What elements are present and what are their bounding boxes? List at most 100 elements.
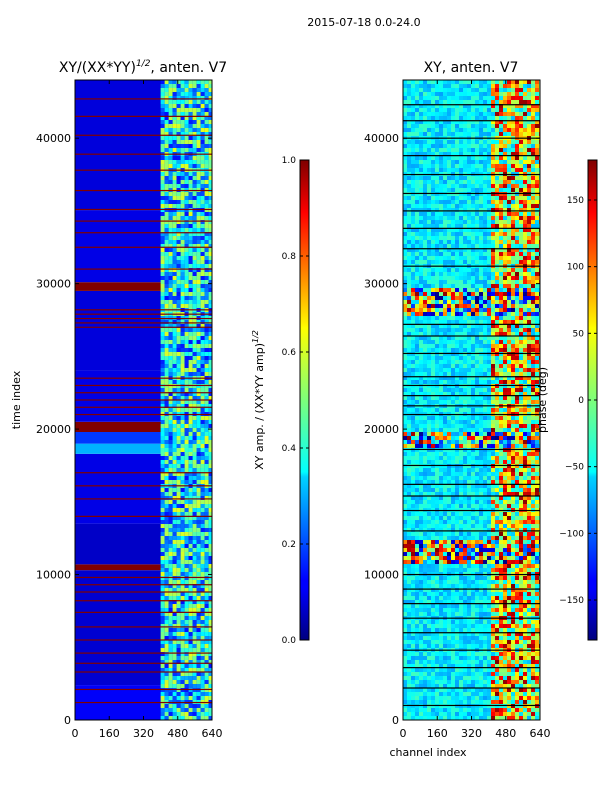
amplitude-cell: [184, 524, 189, 528]
amplitude-cell: [176, 528, 181, 532]
phase-cell: [419, 164, 423, 168]
phase-cell: [479, 104, 483, 108]
amplitude-cell: [176, 532, 181, 536]
phase-cell: [535, 316, 539, 320]
phase-cell: [515, 248, 519, 252]
amplitude-cell: [160, 608, 165, 612]
amplitude-cell: [200, 276, 205, 280]
phase-cell: [411, 120, 415, 124]
phase-cell: [415, 208, 419, 212]
phase-cell: [507, 364, 511, 368]
phase-cell: [403, 360, 407, 364]
phase-cell: [479, 108, 483, 112]
phase-cell: [503, 248, 507, 252]
phase-cell: [419, 208, 423, 212]
amplitude-cell: [180, 296, 185, 300]
amplitude-cell: [208, 84, 212, 88]
phase-cell: [419, 120, 423, 124]
phase-cell: [471, 360, 475, 364]
amplitude-cell: [160, 420, 165, 424]
phase-cell: [475, 372, 479, 376]
phase-cell: [471, 304, 475, 308]
phase-cell: [423, 380, 427, 384]
amplitude-cell: [176, 264, 181, 268]
phase-cell: [455, 236, 459, 240]
phase-cell: [463, 148, 467, 152]
phase-cell: [503, 180, 507, 184]
phase-cell: [535, 116, 539, 120]
phase-cell: [443, 132, 447, 136]
amplitude-cell: [160, 244, 165, 248]
amplitude-cell: [160, 196, 165, 200]
phase-cell: [491, 276, 495, 280]
amplitude-cell: [180, 284, 185, 288]
phase-cell: [503, 80, 507, 84]
amplitude-cell: [196, 344, 201, 348]
amplitude-cell: [204, 680, 209, 684]
phase-cell: [467, 104, 471, 108]
phase-cell: [415, 248, 419, 252]
phase-cell: [443, 188, 447, 192]
amplitude-cell: [188, 136, 193, 140]
amplitude-cell: [208, 408, 212, 412]
amplitude-cell: [188, 716, 193, 720]
amplitude-cell: [184, 504, 189, 508]
phase-cell: [415, 228, 419, 232]
amplitude-cell: [196, 292, 201, 296]
phase-cell: [475, 236, 479, 240]
amplitude-cell: [184, 296, 189, 300]
amplitude-cell: [176, 288, 181, 292]
phase-cell: [455, 120, 459, 124]
amplitude-cell: [208, 276, 212, 280]
amplitude-cell: [184, 348, 189, 352]
phase-cell: [403, 124, 407, 128]
phase-cell: [467, 364, 471, 368]
amplitude-cell: [200, 144, 205, 148]
phase-cell: [527, 88, 531, 92]
phase-cell: [495, 372, 499, 376]
phase-cell: [439, 268, 443, 272]
phase-cell: [415, 312, 419, 316]
amplitude-cell: [180, 240, 185, 244]
phase-cell: [507, 348, 511, 352]
phase-cell: [439, 376, 443, 380]
amplitude-cell: [196, 444, 201, 448]
phase-cell: [459, 164, 463, 168]
phase-cell: [427, 392, 431, 396]
amplitude-cell: [200, 616, 205, 620]
phase-cell: [455, 260, 459, 264]
amplitude-cell: [208, 464, 212, 468]
amplitude-cell: [164, 460, 169, 464]
amplitude-cell: [192, 460, 197, 464]
phase-cell: [507, 344, 511, 348]
phase-cell: [435, 124, 439, 128]
amplitude-cell: [180, 156, 185, 160]
phase-cell: [467, 132, 471, 136]
phase-cell: [471, 292, 475, 296]
phase-cell: [475, 324, 479, 328]
phase-cell: [491, 84, 495, 88]
phase-cell: [519, 380, 523, 384]
amplitude-cell: [172, 416, 177, 420]
phase-cell: [515, 156, 519, 160]
amplitude-cell: [200, 520, 205, 524]
phase-cell: [475, 348, 479, 352]
left-x-axis: 0 160 320 480 640: [72, 80, 223, 740]
phase-cell: [459, 216, 463, 220]
figure-suptitle: 2015-07-18 0.0-24.0: [307, 16, 420, 29]
phase-cell: [431, 252, 435, 256]
phase-cell: [451, 220, 455, 224]
phase-cell: [535, 212, 539, 216]
amplitude-cell: [208, 692, 212, 696]
amplitude-cell: [200, 264, 205, 268]
phase-cell: [463, 208, 467, 212]
amplitude-cell: [184, 196, 189, 200]
amplitude-cell: [184, 232, 189, 236]
phase-cell: [435, 208, 439, 212]
amplitude-cell: [196, 336, 201, 340]
amplitude-cell: [160, 284, 165, 288]
phase-cell: [479, 80, 483, 84]
phase-cell: [495, 292, 499, 296]
amplitude-cell: [188, 488, 193, 492]
phase-cell: [455, 360, 459, 364]
